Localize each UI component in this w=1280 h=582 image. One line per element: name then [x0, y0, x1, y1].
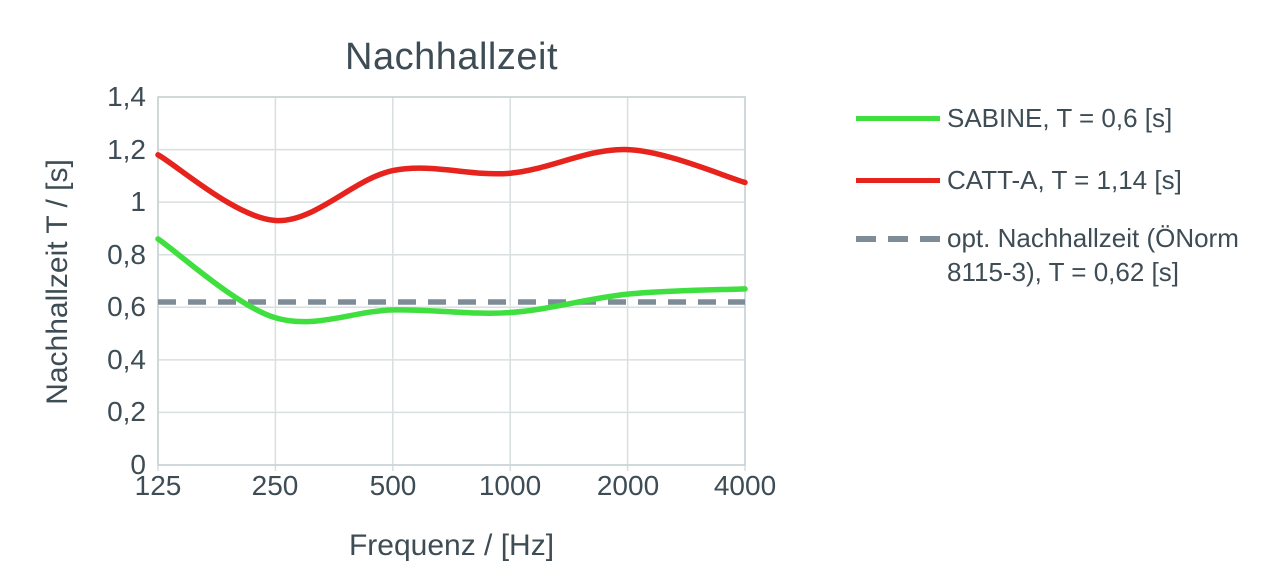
legend-item-opt-nachhallzeit: opt. Nachhallzeit (ÖNorm 8115-3), T = 0,…	[856, 221, 1243, 289]
y-tick-label: 0,6	[107, 291, 146, 322]
series-line-sabine	[155, 236, 748, 325]
x-tick-label: 250	[251, 470, 299, 501]
x-tick-label: 2000	[596, 470, 660, 501]
chart-title: Nachhallzeit	[345, 36, 558, 78]
sabine-line-swatch-icon	[856, 116, 940, 121]
x-tick-label: 125	[134, 470, 182, 501]
x-tick-label: 500	[369, 470, 417, 501]
y-tick-label: 1	[130, 186, 146, 217]
plot-area	[155, 96, 748, 471]
catt-a-line-swatch-icon	[856, 178, 940, 183]
x-axis-title: Frequenz / [Hz]	[348, 529, 555, 562]
y-tick-label: 1,2	[107, 134, 146, 165]
x-tick-label: 4000	[713, 470, 777, 501]
y-tick-label: 0,4	[107, 344, 146, 375]
legend-label: SABINE, T = 0,6 [s]	[947, 103, 1173, 133]
legend-item-sabine: SABINE, T = 0,6 [s]	[856, 101, 1172, 135]
plot-border	[157, 96, 746, 466]
y-tick-label: 0	[130, 449, 146, 480]
y-tick-label: 0,8	[107, 239, 146, 270]
x-tick-label: 1000	[478, 470, 542, 501]
legend-label: CATT-A, T = 1,14 [s]	[947, 165, 1182, 195]
series-line-catt-a	[155, 146, 748, 224]
legend-item-catt-a: CATT-A, T = 1,14 [s]	[856, 163, 1182, 197]
y-tick-label: 0,2	[107, 396, 146, 427]
opt-nachhallzeit-dashed-swatch-icon	[856, 236, 940, 242]
legend-label: opt. Nachhallzeit (ÖNorm 8115-3), T = 0,…	[947, 223, 1239, 287]
y-tick-label: 1,4	[107, 81, 146, 112]
